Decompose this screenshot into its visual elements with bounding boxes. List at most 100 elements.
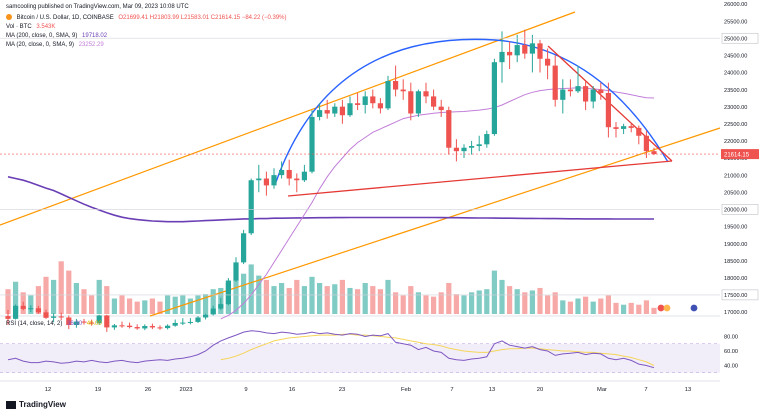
price-tick-label: 23500.00: [724, 88, 747, 94]
volume-bar: [575, 298, 581, 314]
candle-body: [339, 106, 345, 116]
candle-body: [362, 96, 368, 105]
volume-bar: [332, 284, 338, 314]
time-tick-label: 20: [537, 387, 543, 393]
volume-bar: [165, 295, 171, 314]
candle-body: [370, 96, 376, 104]
candle-body: [89, 322, 95, 324]
candle-body: [111, 325, 117, 328]
candle-body: [605, 92, 611, 128]
time-tick-label: Feb: [401, 387, 411, 393]
candle-body: [537, 43, 543, 59]
volume-bar: [628, 302, 634, 314]
rsi-label: RSI (14, close, 14, 2): [6, 321, 63, 327]
candle-body: [400, 89, 406, 92]
candle-body: [636, 127, 642, 136]
candle-body: [127, 325, 133, 328]
candle-body: [28, 308, 34, 310]
time-tick-label: 7: [644, 387, 647, 393]
ma200-line: [7, 176, 654, 223]
candle-body: [96, 315, 102, 324]
volume-bar: [651, 307, 657, 314]
candle-body: [583, 86, 589, 102]
rsi-signal-value: 40.00: [86, 321, 102, 327]
volume-bar: [537, 287, 543, 314]
volume-bar: [362, 283, 368, 314]
candle-body: [81, 321, 87, 323]
volume-bar: [438, 292, 444, 314]
candle-body: [423, 91, 429, 97]
volume-bar: [370, 286, 376, 314]
candle-body: [279, 169, 285, 176]
volume-bar: [636, 304, 642, 314]
candle-body: [5, 316, 11, 319]
candle-body: [408, 91, 414, 114]
candle-body: [621, 126, 627, 129]
ma200-legend: MA (200, close, 0, SMA, 9) 19718.02: [6, 32, 107, 40]
candle-body: [142, 326, 148, 329]
candle-body: [172, 322, 178, 326]
volume-bar: [598, 298, 604, 314]
candle-body: [507, 51, 513, 56]
volume-bar: [567, 301, 573, 314]
candle-body: [332, 106, 338, 114]
price-axis-highlight: [721, 204, 759, 215]
volume-bar: [605, 295, 611, 314]
candle-body: [73, 321, 79, 326]
candle-body: [149, 326, 155, 328]
symbol-header: Bitcoin / U.S. Dollar, 1D, COINBASE O216…: [6, 14, 287, 22]
volume-bar: [241, 273, 247, 314]
ma20-line: [220, 87, 655, 320]
candle-body: [301, 171, 307, 181]
volume-bar: [491, 270, 497, 314]
price-tick-label: 17000.00: [724, 310, 747, 316]
volume-label: Vol · BTC: [6, 24, 32, 30]
candle-body: [263, 178, 269, 186]
candle-body: [256, 178, 262, 181]
price-tick-label: 24500.00: [724, 54, 747, 60]
price-tick-label: 21500.00: [724, 156, 747, 162]
volume-bar: [400, 295, 406, 314]
candle-body: [294, 178, 300, 181]
candle-body: [347, 103, 353, 116]
candle-body: [248, 180, 254, 234]
volume-bar: [347, 287, 353, 314]
ma20-value: 23252.29: [78, 42, 104, 48]
volume-bar: [81, 289, 87, 314]
volume-value: 3.543K: [36, 24, 56, 30]
candle-body: [560, 89, 566, 100]
volume-bar: [210, 289, 216, 314]
tradingview-logo-icon: [6, 400, 16, 409]
price-tick-label: 19000.00: [724, 242, 747, 248]
rounding-top-curve: [275, 38, 669, 183]
volume-bar: [484, 289, 490, 314]
ma20-label: MA (20, close, 0, SMA, 9): [6, 42, 75, 48]
price-tick-label: 25500.00: [724, 19, 747, 25]
candle-body: [651, 151, 657, 155]
volume-bar: [393, 292, 399, 314]
event-marker-icon: [663, 304, 671, 312]
candle-body: [446, 110, 452, 148]
volume-bar: [51, 279, 57, 314]
volume-bar: [446, 283, 452, 314]
candle-body: [522, 45, 528, 54]
price-tick-label: 19500.00: [724, 225, 747, 231]
price-tick-label: 22500.00: [724, 122, 747, 128]
volume-bar: [529, 290, 535, 314]
volume-bar: [453, 294, 459, 314]
volume-bar: [195, 295, 201, 314]
volume-bar: [431, 296, 437, 314]
candle-body: [461, 147, 467, 152]
price-axis-highlight: [721, 32, 759, 44]
volume-bar: [476, 290, 482, 314]
volume-bar: [271, 286, 277, 314]
candle-body: [271, 175, 277, 186]
volume-bar: [643, 300, 649, 314]
candle-body: [324, 110, 330, 114]
volume-bar: [127, 298, 133, 314]
candle-body: [233, 262, 239, 281]
ohlc-values: O21699.41 H21803.99 L21583.01 C21614.15 …: [118, 15, 287, 21]
publisher-text: samcooling published on TradingView.com,…: [6, 4, 189, 10]
